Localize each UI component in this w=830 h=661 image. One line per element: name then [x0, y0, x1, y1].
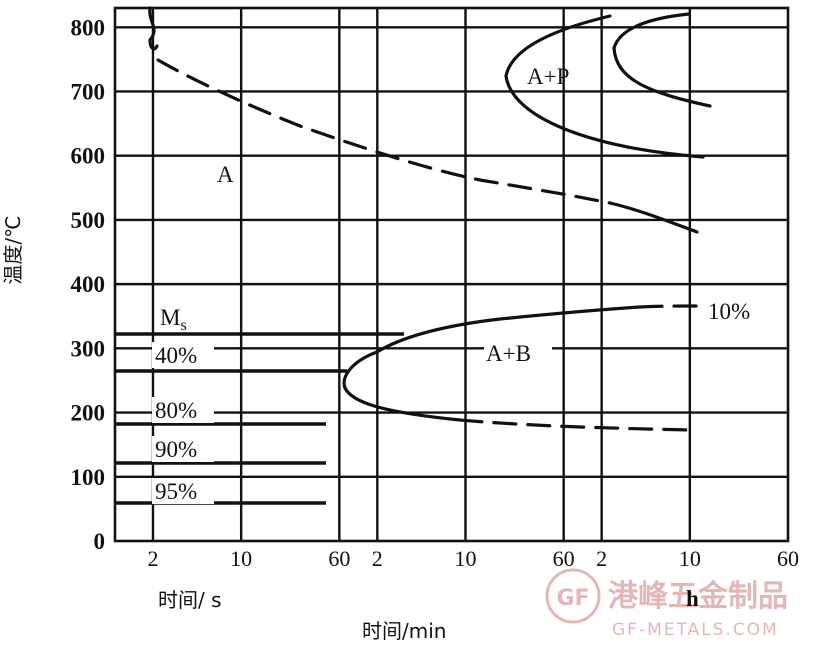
x-tick-label: 10 — [454, 546, 476, 571]
label-95: 95% — [155, 479, 197, 504]
watermark-url: GF-METALS.COM — [612, 620, 779, 640]
horizontal-gridlines — [115, 26, 788, 478]
label-80: 80% — [155, 398, 197, 423]
y-tick-label: 800 — [71, 15, 106, 40]
pearlite-ap-finish — [612, 12, 712, 108]
x-tick-label: 60 — [553, 546, 575, 571]
ms-label-subscript: s — [180, 317, 186, 334]
bainite-start-upper — [375, 305, 642, 354]
pearlite-start-solid-lower — [608, 201, 699, 234]
watermark-logo — [545, 568, 601, 624]
vertical-gridlines — [151, 8, 692, 541]
x-tick-label: 60 — [777, 546, 799, 571]
x-tick-labels: 2 10 60 2 10 60 2 10 60 — [147, 546, 799, 571]
region-label-ap: A+P — [527, 64, 569, 89]
label-90: 90% — [155, 437, 197, 462]
y-tick-label: 300 — [71, 336, 106, 361]
watermark-logo-text: GF — [556, 586, 589, 611]
watermark-brand: 港峰五金制品 — [608, 579, 788, 614]
bainite-curves — [342, 304, 702, 432]
x-tick-label: 2 — [372, 546, 383, 571]
y-axis-label: 温度/℃ — [1, 215, 25, 284]
ms-label: Ms — [160, 305, 187, 334]
x-label-seconds: 时间/ s — [158, 588, 222, 612]
martensite-levels — [115, 332, 404, 505]
y-tick-label: 100 — [71, 465, 106, 490]
y-tick-label: 600 — [71, 144, 106, 169]
y-tick-labels: 0 100 200 300 400 500 600 700 800 — [71, 15, 106, 554]
label-90-bg — [152, 436, 214, 462]
x-tick-label: 2 — [596, 546, 607, 571]
pearlite-curves — [148, 6, 712, 234]
region-label-a: A — [217, 162, 234, 187]
watermark: GF 港峰五金制品 GF-METALS.COM — [545, 568, 788, 640]
pearlite-ap-start — [504, 14, 705, 159]
y-tick-label: 0 — [94, 529, 106, 554]
bainite-start-upper-dashed — [638, 304, 702, 309]
pearlite-start-dashed — [156, 58, 612, 205]
bainite-nose — [342, 350, 462, 422]
x-tick-label: 60 — [328, 546, 350, 571]
y-axis-label-text: 温度/℃ — [1, 215, 25, 284]
y-tick-label: 500 — [71, 208, 106, 233]
bainite-start-lower-dashed — [458, 418, 692, 432]
ms-label-bg — [157, 303, 199, 331]
x-label-hours: h — [686, 586, 699, 611]
region-label-ab: A+B — [486, 341, 531, 366]
label-40: 40% — [155, 343, 197, 368]
pearlite-start-curve — [148, 6, 159, 51]
ms-label-main: M — [160, 305, 180, 330]
plot-frame — [113, 6, 790, 543]
label-40-bg — [152, 342, 214, 368]
x-tick-label: 2 — [147, 546, 158, 571]
y-tick-label: 400 — [71, 272, 106, 297]
y-tick-label: 700 — [71, 79, 106, 104]
label-10: 10% — [708, 299, 750, 324]
label-80-bg — [152, 397, 214, 423]
label-95-bg — [152, 478, 214, 504]
x-label-minutes: 时间/min — [362, 619, 446, 643]
ab-label-bg — [484, 339, 552, 367]
label-10-bg — [706, 297, 764, 325]
y-tick-label: 200 — [71, 401, 106, 426]
x-tick-label: 10 — [230, 546, 252, 571]
x-tick-label: 10 — [679, 546, 701, 571]
